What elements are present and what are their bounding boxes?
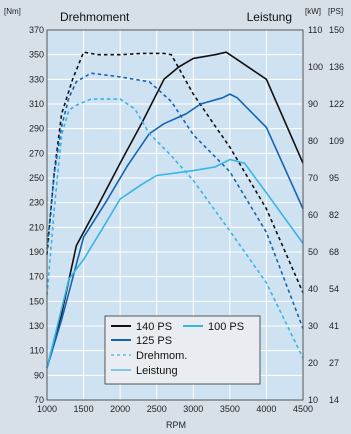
y-left-tick-label: 90 <box>34 370 44 380</box>
y-left-tick-label: 150 <box>29 296 44 306</box>
legend-label-leistung: Leistung <box>136 365 178 377</box>
tick-labels: 70 90 110 130 150 170 190 210 230 250 270 290 310 330… <box>29 25 344 414</box>
y-right-ps-tick-label: 150 <box>329 25 344 35</box>
y-right-ps-tick-label: 136 <box>329 62 344 72</box>
y-right-ps-tick-label: 14 <box>329 395 339 405</box>
x-tick-label: 1000 <box>37 404 57 414</box>
y-left-tick-label: 270 <box>29 148 44 158</box>
y-right-kw-tick-label: 60 <box>308 210 318 220</box>
y-right-kw-tick-label: 50 <box>308 247 318 257</box>
y-right-kw-tick-label: 100 <box>308 62 323 72</box>
y-right-kw-tick-label: 20 <box>308 358 318 368</box>
y-left-tick-label: 250 <box>29 173 44 183</box>
y-left-tick-label: 370 <box>29 25 44 35</box>
y-right-kw-tick-label: 80 <box>308 136 318 146</box>
y-left-tick-label: 310 <box>29 99 44 109</box>
series-layer <box>46 51 304 369</box>
y-left-tick-label: 290 <box>29 124 44 134</box>
legend-label-100ps: 100 PS <box>208 321 244 333</box>
y-right-kw-tick-label: 30 <box>308 321 318 331</box>
y-left-tick-label: 170 <box>29 272 44 282</box>
y-right-kw-tick-label: 40 <box>308 284 318 294</box>
legend-label-drehmoment: Drehmom. <box>136 350 187 362</box>
x-tick-label: 1500 <box>74 404 94 414</box>
x-tick-label: 4000 <box>256 404 276 414</box>
legend-label-140ps: 140 PS <box>136 321 172 333</box>
legend-label-125ps: 125 PS <box>136 335 172 347</box>
title-drehmoment: Drehmoment <box>60 10 130 24</box>
y-right-ps-tick-label: 41 <box>329 321 339 331</box>
y-left-tick-label: 350 <box>29 50 44 60</box>
x-tick-label: 3000 <box>183 404 203 414</box>
y-right-kw-tick-label: 110 <box>308 25 322 35</box>
y-left-tick-label: 210 <box>29 222 44 232</box>
x-tick-label: 2000 <box>110 404 130 414</box>
title-leistung: Leistung <box>247 10 292 24</box>
legend-box <box>104 315 261 385</box>
y-left-tick-label: 110 <box>30 346 44 356</box>
y-right-ps-tick-label: 122 <box>329 99 344 109</box>
y-right-ps-tick-label: 109 <box>329 136 344 146</box>
series-140ps-leistung <box>46 51 304 369</box>
series-100ps-drehmoment <box>46 98 304 359</box>
x-tick-label: 2500 <box>147 404 167 414</box>
legend: 140 PS 100 PS 125 PS Drehmom. Leistung <box>104 315 261 385</box>
series-125ps-drehmoment <box>46 72 304 329</box>
y-right-ps-tick-label: 27 <box>329 358 339 368</box>
x-axis-label: RPM <box>166 420 186 430</box>
y-left-tick-label: 190 <box>29 247 44 257</box>
y-left-unit: [Nm] <box>4 7 21 16</box>
y-left-tick-label: 70 <box>34 395 44 405</box>
y-right-ps-tick-label: 68 <box>329 247 339 257</box>
y-right-ps-tick-label: 82 <box>329 210 339 220</box>
y-right-kw-unit: [kW] <box>305 7 321 16</box>
y-right-kw-tick-label: 10 <box>308 395 318 405</box>
y-right-ps-unit: [PS] <box>328 7 343 16</box>
y-right-ps-tick-label: 54 <box>329 284 339 294</box>
y-left-tick-label: 330 <box>29 74 44 84</box>
y-right-kw-tick-label: 70 <box>308 173 318 183</box>
series-100ps-leistung <box>46 158 304 369</box>
y-right-ps-tick-label: 95 <box>329 173 339 183</box>
x-tick-label: 4500 <box>293 404 313 414</box>
series-125ps-leistung <box>46 93 304 369</box>
plot-frame <box>46 29 304 401</box>
y-right-kw-tick-label: 90 <box>308 99 318 109</box>
y-left-tick-label: 230 <box>29 198 44 208</box>
y-left-tick-label: 130 <box>29 321 44 331</box>
x-tick-label: 3500 <box>220 404 240 414</box>
